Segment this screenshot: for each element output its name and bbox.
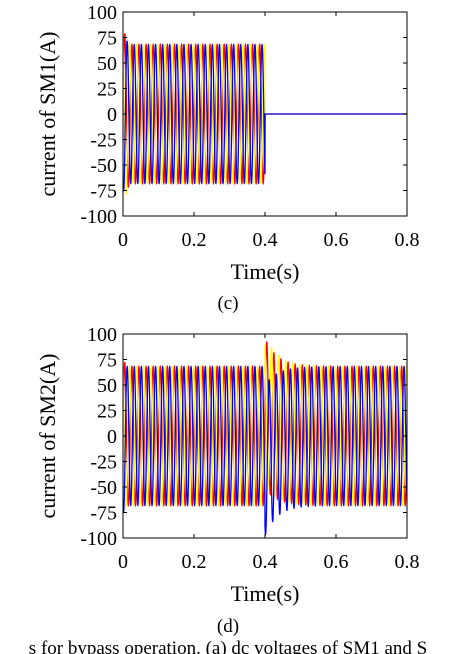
chart-d-xlabel: Time(s) <box>231 581 300 606</box>
series-line-1 <box>123 344 407 509</box>
y-tick-label: 75 <box>97 28 117 50</box>
series-line-0 <box>123 341 407 508</box>
y-tick-label: 50 <box>97 375 117 397</box>
x-tick-label: 0 <box>118 229 128 251</box>
y-tick-label: 50 <box>97 53 117 75</box>
chart-c: 0 0.2 0.4 0.6 0.8 100 75 50 25 0 -25 -50 -75 -100 cur… <box>35 2 420 314</box>
x-tick-label: 0.2 <box>182 229 207 251</box>
series-line-2 <box>123 40 407 192</box>
chart-c-series <box>123 32 407 196</box>
y-tick-label: -25 <box>90 452 117 474</box>
chart-d: 0 0.2 0.4 0.6 0.8 100 75 50 25 0 -25 -50 -75 -100 cur… <box>35 324 420 637</box>
chart-c-ylabel: current of SM1(A) <box>35 32 60 197</box>
x-tick-label: 0.4 <box>253 229 278 251</box>
y-tick-label: -75 <box>90 181 117 203</box>
chart-c-panel-label: (c) <box>217 293 238 314</box>
x-tick-label: 0 <box>118 551 128 573</box>
y-tick-label: 25 <box>97 401 117 423</box>
chart-d-ylabel: current of SM2(A) <box>35 354 60 519</box>
x-tick-label: 0.6 <box>324 551 349 573</box>
y-tick-label: 100 <box>87 324 117 346</box>
y-tick-label: -50 <box>90 155 117 177</box>
y-tick-label: -75 <box>90 503 117 525</box>
chart-c-axes: 0 0.2 0.4 0.6 0.8 100 75 50 25 0 -25 -50 -75 -100 <box>80 2 419 251</box>
x-tick-label: 0.8 <box>395 551 420 573</box>
x-tick-label: 0.4 <box>253 551 278 573</box>
series-line-2 <box>123 365 407 537</box>
chart-d-series <box>123 341 407 537</box>
x-tick-label: 0.8 <box>395 229 420 251</box>
y-tick-label: -100 <box>80 528 117 550</box>
chart-d-axes: 0 0.2 0.4 0.6 0.8 100 75 50 25 0 -25 -50 -75 -100 <box>80 324 419 573</box>
y-tick-label: 75 <box>97 350 117 372</box>
figure-caption: s for bypass operation. (a) dc voltages … <box>29 638 427 654</box>
y-tick-label: -25 <box>90 130 117 152</box>
chart-c-xlabel: Time(s) <box>231 259 300 284</box>
y-tick-label: 100 <box>87 2 117 24</box>
x-tick-label: 0.2 <box>182 551 207 573</box>
y-tick-label: 0 <box>107 104 117 126</box>
y-tick-label: -50 <box>90 477 117 499</box>
chart-d-panel-label: (d) <box>217 616 239 637</box>
y-tick-label: -100 <box>80 206 117 228</box>
x-tick-label: 0.6 <box>324 229 349 251</box>
y-tick-label: 25 <box>97 79 117 101</box>
y-tick-label: 0 <box>107 426 117 448</box>
